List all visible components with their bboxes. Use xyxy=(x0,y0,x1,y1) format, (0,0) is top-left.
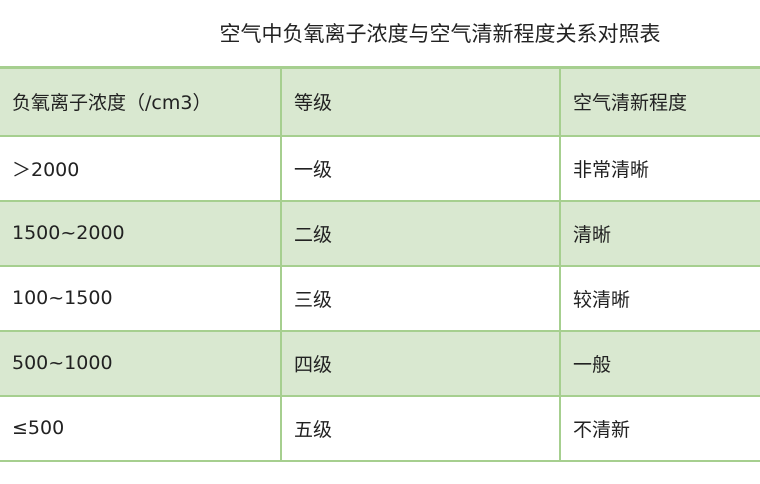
cell-concentration: 100~1500 xyxy=(0,265,281,332)
cell-level: 二级 xyxy=(280,200,560,267)
header-row: 负氧离子浓度（/cm3） 等级 空气清新程度 xyxy=(0,67,760,137)
cell-level: 一级 xyxy=(280,135,560,202)
comparison-table: 负氧离子浓度（/cm3） 等级 空气清新程度 ＞2000 一级 非常清晰 150… xyxy=(0,66,760,462)
header-concentration: 负氧离子浓度（/cm3） xyxy=(0,67,281,137)
table-row: 500~1000 四级 一般 xyxy=(0,330,760,397)
header-freshness: 空气清新程度 xyxy=(559,67,760,137)
cell-concentration: ＞2000 xyxy=(0,135,281,202)
table-row: 1500~2000 二级 清晰 xyxy=(0,200,760,267)
cell-concentration: 1500~2000 xyxy=(0,200,281,267)
cell-level: 四级 xyxy=(280,330,560,397)
table-title: 空气中负氧离子浓度与空气清新程度关系对照表 xyxy=(219,22,661,46)
cell-level: 五级 xyxy=(280,395,560,462)
table-row: 100~1500 三级 较清晰 xyxy=(0,265,760,332)
cell-freshness: 较清晰 xyxy=(559,265,760,332)
table-row: ＞2000 一级 非常清晰 xyxy=(0,135,760,202)
table-row: ≤500 五级 不清新 xyxy=(0,395,760,462)
cell-freshness: 不清新 xyxy=(559,395,760,462)
cell-freshness: 清晰 xyxy=(559,200,760,267)
cell-freshness: 一般 xyxy=(559,330,760,397)
cell-concentration: ≤500 xyxy=(0,395,281,462)
cell-concentration: 500~1000 xyxy=(0,330,281,397)
cell-freshness: 非常清晰 xyxy=(559,135,760,202)
header-level: 等级 xyxy=(280,67,560,137)
cell-level: 三级 xyxy=(280,265,560,332)
